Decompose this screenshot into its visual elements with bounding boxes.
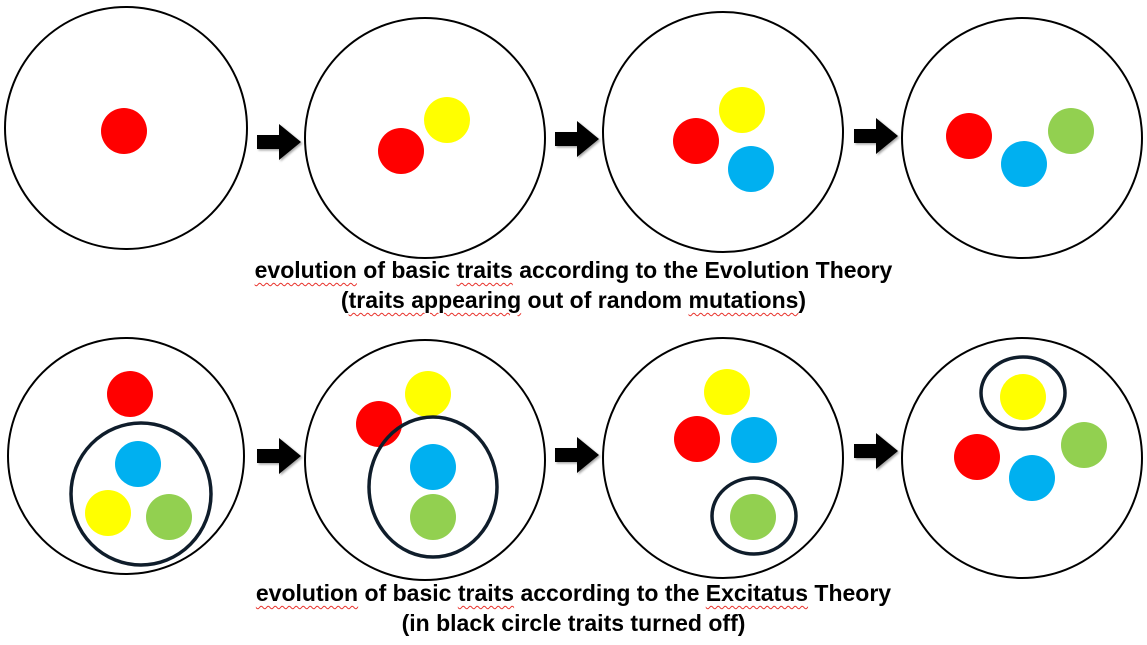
- green-trait-dot-off: [730, 494, 776, 540]
- blue-trait-dot-off: [115, 441, 161, 487]
- organism-circle: [901, 17, 1143, 259]
- blue-trait-dot: [1009, 455, 1055, 501]
- excitatus-theory-stage-2: [304, 339, 546, 581]
- caption-text: (in black circle traits turned off): [401, 610, 746, 636]
- turned-off-traits-ring: [69, 421, 213, 567]
- caption-word-flagged: Excitatus: [705, 580, 809, 606]
- right-arrow-icon: [257, 438, 301, 474]
- yellow-trait-dot: [704, 369, 750, 415]
- green-trait-dot: [1061, 422, 1107, 468]
- excitatus-theory-caption: evolution of basic traits according to t…: [0, 578, 1147, 638]
- turned-off-traits-ring: [979, 355, 1067, 431]
- evolution-theory-stage-2: [304, 17, 546, 259]
- caption-text: of basic: [356, 257, 457, 283]
- evolution-theory-stage-1: [4, 6, 248, 250]
- red-trait-dot: [107, 371, 153, 417]
- right-arrow-icon: [555, 121, 599, 157]
- caption-text: according to the Evolution Theory: [512, 257, 893, 283]
- caption-word-flagged: mutations: [688, 287, 799, 313]
- red-trait-dot: [946, 113, 992, 159]
- caption-text: of basic: [358, 580, 458, 606]
- evolution-theory-caption-line2: (traits appearing out of random mutation…: [0, 285, 1147, 315]
- excitatus-theory-stage-3: [602, 337, 844, 579]
- organism-circle: [304, 17, 546, 259]
- excitatus-theory-caption-line1: evolution of basic traits according to t…: [0, 578, 1147, 608]
- yellow-trait-dot-off: [85, 490, 131, 536]
- excitatus-theory-stage-4: [901, 337, 1143, 579]
- yellow-trait-dot: [719, 87, 765, 133]
- right-arrow-icon: [555, 437, 599, 473]
- red-trait-dot: [101, 108, 147, 154]
- evolution-theory-caption: evolution of basic traits according to t…: [0, 255, 1147, 315]
- caption-text: according to the: [514, 580, 706, 606]
- caption-word-flagged: traits appearing: [348, 287, 522, 313]
- caption-word-flagged: evolution: [254, 257, 357, 283]
- turned-off-traits-ring: [367, 415, 499, 559]
- blue-trait-dot-off: [410, 444, 456, 490]
- evolution-theory-stage-4: [901, 17, 1143, 259]
- evolution-theory-row: [4, 6, 1143, 259]
- turned-off-traits-ring: [710, 476, 798, 556]
- caption-text: Theory: [808, 580, 892, 606]
- yellow-trait-dot: [424, 97, 470, 143]
- caption-word-flagged: traits: [457, 580, 515, 606]
- yellow-trait-dot: [405, 371, 451, 417]
- blue-trait-dot: [728, 146, 774, 192]
- right-arrow-icon: [257, 124, 301, 160]
- excitatus-theory-caption-line2: (in black circle traits turned off): [0, 608, 1147, 638]
- evolution-theory-stage-3: [602, 11, 844, 253]
- caption-text: out of random: [521, 287, 689, 313]
- right-arrow-icon: [854, 433, 898, 469]
- yellow-trait-dot-off: [1000, 374, 1046, 420]
- organism-circle: [602, 11, 844, 253]
- red-trait-dot: [378, 128, 424, 174]
- red-trait-dot: [673, 118, 719, 164]
- green-trait-dot-off: [146, 494, 192, 540]
- blue-trait-dot: [731, 417, 777, 463]
- red-trait-dot: [356, 401, 402, 447]
- right-arrow-icon: [854, 118, 898, 154]
- organism-circle: [602, 337, 844, 579]
- caption-text: ): [798, 287, 807, 313]
- evolution-theory-caption-line1: evolution of basic traits according to t…: [0, 255, 1147, 285]
- caption-text: (: [340, 287, 349, 313]
- caption-word-flagged: evolution: [255, 580, 359, 606]
- blue-trait-dot: [1001, 141, 1047, 187]
- excitatus-theory-row: [7, 337, 1143, 581]
- caption-word-flagged: traits: [456, 257, 513, 283]
- red-trait-dot: [674, 416, 720, 462]
- green-trait-dot-off: [410, 494, 456, 540]
- green-trait-dot: [1048, 108, 1094, 154]
- excitatus-theory-stage-1: [7, 337, 245, 575]
- red-trait-dot: [954, 434, 1000, 480]
